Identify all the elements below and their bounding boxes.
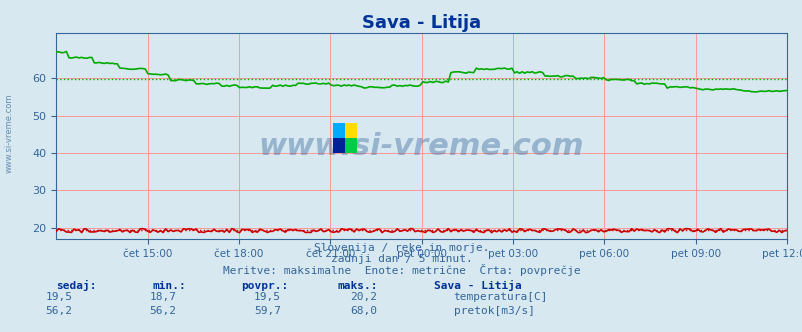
Text: 19,5: 19,5: [253, 292, 281, 302]
Title: Sava - Litija: Sava - Litija: [362, 14, 480, 32]
Text: 56,2: 56,2: [45, 306, 72, 316]
Text: sedaj:: sedaj:: [56, 280, 96, 291]
Text: Sava - Litija: Sava - Litija: [433, 280, 520, 291]
Text: maks.:: maks.:: [337, 281, 377, 291]
Text: 18,7: 18,7: [149, 292, 176, 302]
Bar: [333, 123, 345, 138]
Text: 59,7: 59,7: [253, 306, 281, 316]
Text: Meritve: maksimalne  Enote: metrične  Črta: povprečje: Meritve: maksimalne Enote: metrične Črta…: [222, 264, 580, 276]
Text: 68,0: 68,0: [350, 306, 377, 316]
Text: www.si-vreme.com: www.si-vreme.com: [258, 132, 584, 161]
Text: 20,2: 20,2: [350, 292, 377, 302]
Text: povpr.:: povpr.:: [241, 281, 288, 291]
Text: pretok[m3/s]: pretok[m3/s]: [453, 306, 534, 316]
Text: Slovenija / reke in morje.: Slovenija / reke in morje.: [314, 243, 488, 253]
Text: zadnji dan / 5 minut.: zadnji dan / 5 minut.: [330, 254, 472, 264]
Bar: [345, 123, 357, 138]
Bar: [345, 138, 357, 153]
Text: min.:: min.:: [152, 281, 186, 291]
Text: 19,5: 19,5: [45, 292, 72, 302]
Bar: [333, 138, 345, 153]
Text: 56,2: 56,2: [149, 306, 176, 316]
Text: temperatura[C]: temperatura[C]: [453, 292, 548, 302]
Text: www.si-vreme.com: www.si-vreme.com: [5, 93, 14, 173]
